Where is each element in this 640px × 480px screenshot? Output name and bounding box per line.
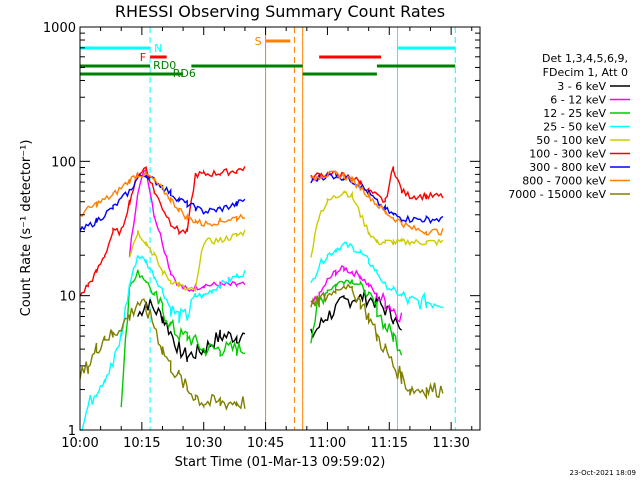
y-tick-label: 1: [68, 424, 76, 439]
flag-label: N: [154, 42, 162, 55]
chart-title: RHESSI Observing Summary Count Rates: [115, 2, 445, 21]
y-axis-label: Count Rate (s⁻¹ detector⁻¹): [19, 140, 34, 317]
legend-entry-label: 12 - 25 keV: [543, 107, 606, 120]
footer-date: 23-Oct-2021 18:09: [570, 469, 636, 477]
flag-label: F: [140, 51, 146, 64]
y-axis: 1 10 100 1000: [43, 21, 480, 439]
series-line: [120, 269, 403, 408]
x-axis: 10:00 10:15 10:30 10:45 11:00 11:15 11:30: [61, 27, 473, 451]
y-tick-label: 1000: [43, 21, 76, 36]
flag-label: RD6: [173, 67, 196, 80]
y-tick-label: 100: [51, 155, 76, 170]
flag-label: S: [255, 35, 262, 48]
x-axis-label: Start Time (01-Mar-13 09:59:02): [175, 455, 386, 470]
legend-entry-label: 25 - 50 keV: [543, 121, 606, 134]
x-tick-label: 11:15: [371, 436, 408, 451]
legend-entry-label: 100 - 300 keV: [529, 148, 606, 161]
x-tick-label: 10:45: [247, 436, 284, 451]
x-tick-label: 10:15: [123, 436, 160, 451]
legend-entry-label: 7000 - 15000 keV: [508, 188, 606, 201]
legend-entry-label: 300 - 800 keV: [529, 161, 606, 174]
series-line: [128, 167, 403, 323]
series-line: [79, 170, 444, 236]
series-line: [79, 283, 444, 411]
flag-label: RD0: [153, 59, 176, 72]
series-lines: [79, 165, 444, 431]
legend-header: FDecim 1, Att 0: [543, 66, 628, 79]
y-tick-label: 10: [59, 290, 76, 305]
plot-frame: [79, 26, 481, 431]
legend-entry-label: 3 - 6 keV: [557, 80, 606, 93]
x-tick-label: 11:00: [309, 436, 346, 451]
legend-entry-label: 800 - 7000 keV: [522, 175, 606, 188]
legend-header: Det 1,3,4,5,6,9,: [542, 52, 628, 65]
legend-entry-label: 6 - 12 keV: [550, 94, 606, 107]
legend: Det 1,3,4,5,6,9,FDecim 1, Att 03 - 6 keV…: [508, 52, 630, 201]
x-tick-label: 10:30: [185, 436, 222, 451]
x-tick-label: 11:30: [432, 436, 469, 451]
series-line: [128, 189, 444, 293]
x-tick-label: 10:00: [61, 436, 98, 451]
series-line: [80, 241, 443, 431]
legend-entry-label: 50 - 100 keV: [536, 134, 606, 147]
